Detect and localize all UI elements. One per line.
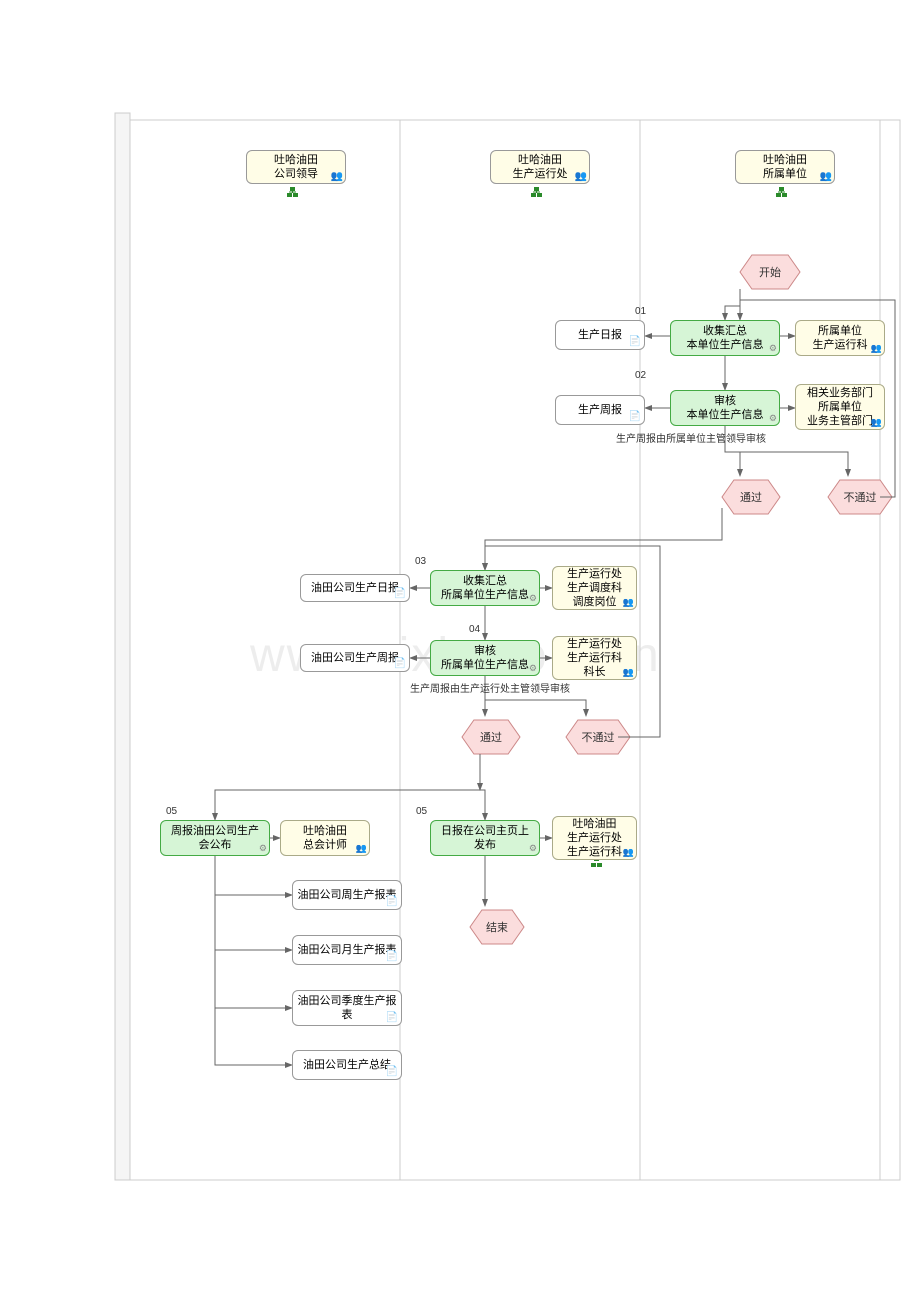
- gear-icon: ⚙: [259, 843, 267, 855]
- gear-icon: ⚙: [769, 343, 777, 355]
- note-n05anote: 吐哈油田总会计师👥: [280, 820, 370, 856]
- process-n03: 收集汇总所属单位生产信息⚙: [430, 570, 540, 606]
- lane-header: 吐哈油田生产运行处👥: [490, 150, 590, 184]
- process-n04: 审核所属单位生产信息⚙: [430, 640, 540, 676]
- document-icon: 📄: [394, 587, 406, 600]
- gear-icon: ⚙: [529, 843, 537, 855]
- document-icon: 📄: [386, 1011, 398, 1024]
- document-icon: 📄: [386, 1065, 398, 1078]
- step-label: 05: [166, 806, 177, 817]
- fail2: 不通过: [582, 731, 615, 744]
- doc-n02doc: 生产周报📄: [555, 395, 645, 425]
- step-label: 01: [635, 306, 646, 317]
- start: 开始: [759, 265, 781, 279]
- people-icon: 👥: [871, 417, 882, 429]
- process-n01: 收集汇总本单位生产信息⚙: [670, 320, 780, 356]
- document-icon: 📄: [629, 335, 641, 348]
- people-icon: 👥: [575, 170, 587, 183]
- document-icon: 📄: [386, 950, 398, 963]
- people-icon: 👥: [623, 597, 634, 609]
- people-icon: 👥: [623, 667, 634, 679]
- lane-header: 吐哈油田公司领导👥: [246, 150, 346, 184]
- doc-n03doc: 油田公司生产日报📄: [300, 574, 410, 602]
- note-n03note: 生产运行处生产调度科调度岗位👥: [552, 566, 637, 610]
- note-n01note: 所属单位生产运行科👥: [795, 320, 885, 356]
- end: 结束: [486, 921, 508, 934]
- caption: 生产周报由所属单位主管领导审核: [616, 430, 766, 445]
- gear-icon: ⚙: [529, 593, 537, 605]
- people-icon: 👥: [623, 847, 634, 859]
- flowchart-canvas: www.zixin.com.cn 开始通过不通过通过不通过结束 吐哈油田公司领导…: [0, 0, 920, 1302]
- caption: 生产周报由生产运行处主管领导审核: [410, 680, 570, 695]
- note-n05bnote: 吐哈油田生产运行处生产运行科👥: [552, 816, 637, 860]
- doc-docA: 油田公司周生产报表📄: [292, 880, 402, 910]
- document-icon: 📄: [394, 657, 406, 670]
- doc-n01doc: 生产日报📄: [555, 320, 645, 350]
- lane-header: 吐哈油田所属单位👥: [735, 150, 835, 184]
- gear-icon: ⚙: [769, 413, 777, 425]
- gear-icon: ⚙: [529, 663, 537, 675]
- step-label: 02: [635, 370, 646, 381]
- pass2: 通过: [480, 731, 502, 744]
- note-n04note: 生产运行处生产运行科科长👥: [552, 636, 637, 680]
- fail1: 不通过: [844, 491, 877, 504]
- step-label: 04: [469, 624, 480, 635]
- document-icon: 📄: [386, 895, 398, 908]
- people-icon: 👥: [820, 170, 832, 183]
- people-icon: 👥: [871, 343, 882, 355]
- pass1: 通过: [740, 491, 762, 504]
- step-label: 03: [415, 556, 426, 567]
- process-n05a: 周报油田公司生产会公布⚙: [160, 820, 270, 856]
- people-icon: 👥: [331, 170, 343, 183]
- doc-docB: 油田公司月生产报表📄: [292, 935, 402, 965]
- doc-n04doc: 油田公司生产周报📄: [300, 644, 410, 672]
- note-n02note: 相关业务部门所属单位业务主管部门👥: [795, 384, 885, 430]
- document-icon: 📄: [629, 410, 641, 423]
- doc-docC: 油田公司季度生产报表📄: [292, 990, 402, 1026]
- people-icon: 👥: [356, 843, 367, 855]
- process-n02: 审核本单位生产信息⚙: [670, 390, 780, 426]
- process-n05b: 日报在公司主页上发布⚙: [430, 820, 540, 856]
- step-label: 05: [416, 806, 427, 817]
- doc-docD: 油田公司生产总结📄: [292, 1050, 402, 1080]
